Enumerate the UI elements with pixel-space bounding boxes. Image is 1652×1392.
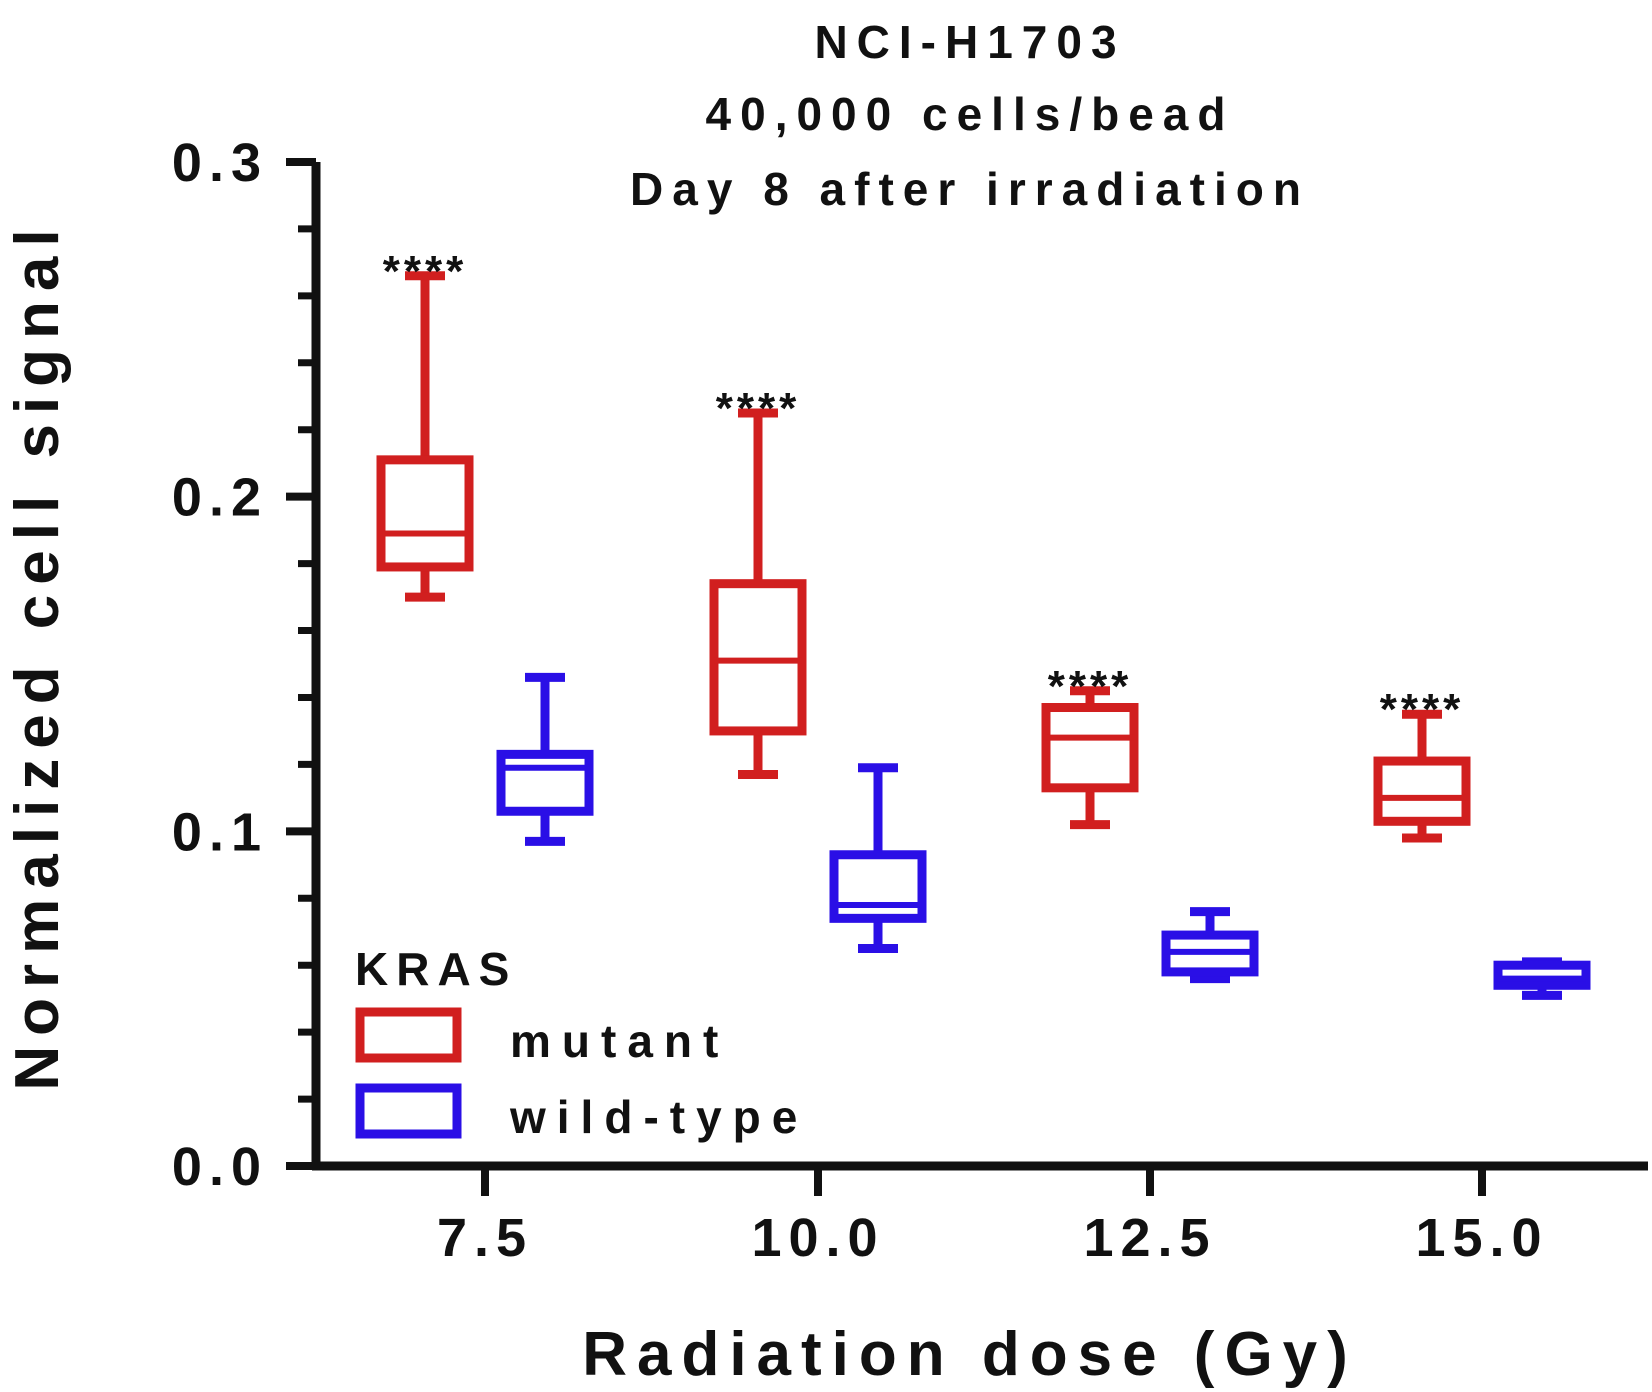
box-wild-type-10.0 [829, 763, 927, 953]
box-wild-type-15.0 [1493, 957, 1591, 1000]
y-tick-label: 0.0 [172, 1137, 268, 1197]
y-tick-label: 0.3 [172, 133, 268, 193]
legend-title: KRAS [355, 943, 517, 995]
x-tick-label: 7.5 [437, 1208, 533, 1268]
box-rect [829, 850, 927, 923]
box-rect [1493, 960, 1591, 990]
legend-swatch-mutant [355, 1007, 462, 1063]
significance-labels: **** **** **** **** [383, 247, 1465, 734]
x-tick-labels: 7.5 10.0 12.5 15.0 [437, 1208, 1548, 1268]
legend-label-wild-type: wild-type [509, 1091, 808, 1143]
box-rect [376, 455, 474, 572]
box-wild-type-7.5 [496, 672, 594, 846]
title-line: NCI-H1703 [814, 16, 1125, 68]
box-mutant-7.5 [376, 271, 474, 602]
box-rect [496, 749, 594, 816]
significance-label: **** [1048, 662, 1133, 711]
box-mutant-10.0 [709, 408, 807, 779]
legend-label-mutant: mutant [510, 1015, 729, 1067]
title-line: 40,000 cells/bead [706, 88, 1235, 140]
x-tick-label: 12.5 [1083, 1208, 1216, 1268]
x-axis-title: Radiation dose (Gy) [582, 1320, 1358, 1389]
y-tick-label: 0.2 [172, 468, 268, 528]
box-rect [1041, 703, 1139, 793]
box-mutant-12.5 [1041, 686, 1139, 830]
box-rect [1373, 756, 1471, 826]
chart-title: NCI-H1703 40,000 cells/bead Day 8 after … [630, 16, 1310, 215]
significance-label: **** [1380, 685, 1465, 734]
box-rect [709, 579, 807, 736]
box-wild-type-12.5 [1161, 907, 1259, 984]
axes [286, 158, 1648, 1196]
significance-label: **** [716, 384, 801, 433]
y-tick-labels: 0.0 0.1 0.2 0.3 [172, 133, 268, 1197]
x-tick-label: 10.0 [751, 1208, 884, 1268]
y-axis-title: Normalized cell signal [3, 219, 72, 1090]
title-line: Day 8 after irradiation [630, 163, 1310, 215]
legend-swatch-wild-type [355, 1083, 462, 1139]
significance-label: **** [383, 247, 468, 296]
legend: KRAS mutant wild-type [355, 943, 808, 1143]
box-mutant-15.0 [1373, 709, 1471, 843]
box-series [376, 271, 1591, 1000]
x-tick-label: 15.0 [1415, 1208, 1548, 1268]
y-tick-label: 0.1 [172, 802, 268, 862]
